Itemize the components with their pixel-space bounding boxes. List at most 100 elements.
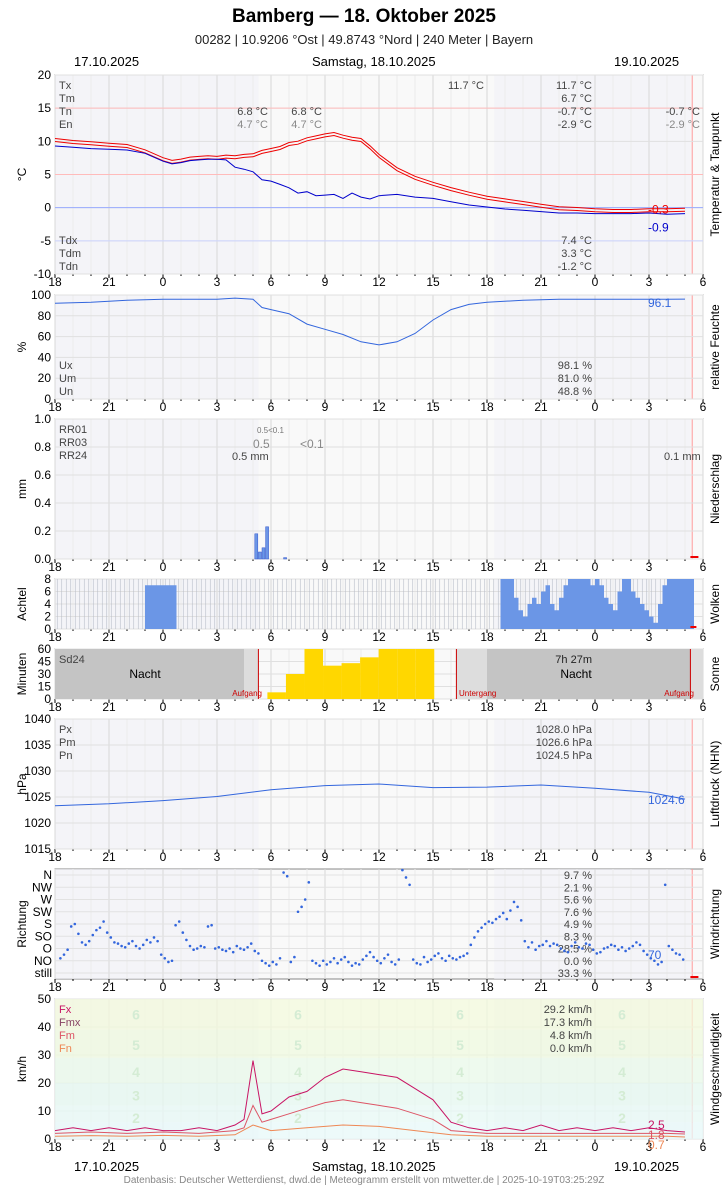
wind-direction-point	[203, 945, 206, 949]
clouds-bar	[523, 616, 528, 629]
temperature-dew-stat-value: 3.3 °C	[561, 248, 592, 260]
wind-speed-beaufort-band	[55, 1083, 703, 1106]
wind-speed-beaufort-band	[55, 1057, 703, 1083]
wind_speed-x-tick-label: 18	[48, 1140, 62, 1154]
date-center-bottom: Samstag, 18.10.2025	[312, 1159, 436, 1174]
pressure-x-tick-label: 6	[700, 850, 707, 864]
clouds-bar	[590, 585, 595, 629]
clouds-bar	[167, 585, 172, 629]
clouds-bar	[689, 579, 694, 629]
wind-direction-point	[231, 950, 235, 954]
humidity-side-label: relative Feuchte	[708, 304, 722, 390]
wind_speed-y-tick-label: 40	[38, 1020, 52, 1034]
wind-speed-beaufort-band	[55, 1122, 703, 1139]
wind-direction-point	[588, 943, 591, 947]
wind-direction-point	[145, 938, 149, 942]
wind-direction-category: S	[44, 917, 52, 931]
temperature-panel	[54, 74, 704, 278]
pressure-x-tick-label: 12	[372, 850, 386, 864]
pressure-stat-value: 1024.5 hPa	[536, 750, 593, 762]
wind-direction-point	[195, 947, 199, 950]
wind-direction-point	[555, 943, 559, 947]
temperature-x-tick-label: 6	[700, 275, 707, 289]
wind-speed-beaufort-label: 6	[456, 1006, 464, 1022]
wind-direction-stat: 2.1 %	[564, 882, 592, 894]
temperature-stat-value: 6.7 °C	[561, 93, 592, 105]
wind-direction-point	[91, 933, 95, 937]
wind-direction-stat: 0.0 %	[564, 956, 592, 968]
wind-direction-point	[397, 958, 401, 961]
wind-direction-point	[105, 931, 109, 934]
wind-direction-point	[368, 950, 372, 954]
wind_speed-y-tick-label: 30	[38, 1048, 52, 1062]
humidity-night-shade	[55, 295, 259, 399]
pressure-y-tick-label: 1020	[24, 816, 51, 830]
wind-direction-point	[462, 954, 465, 958]
clouds-x-tick-label: 21	[534, 630, 548, 644]
wind-direction-point	[617, 948, 620, 952]
temperature-x-tick-label: 15	[426, 275, 440, 289]
temperature-annotation: -2.9 °C	[666, 119, 700, 131]
precipitation-y-tick-label: 1.0	[34, 412, 51, 426]
wind-direction-category: W	[41, 893, 53, 907]
wind-speed-beaufort-label: 6	[294, 1006, 302, 1022]
precipitation-bar	[283, 557, 287, 560]
sunshine-bar	[360, 657, 379, 699]
humidity-x-tick-label: 15	[426, 400, 440, 414]
wind-direction-point	[221, 948, 224, 952]
sunshine-x-tick-label: 21	[102, 700, 116, 714]
wind_direction-x-tick-label: 18	[480, 980, 494, 994]
wind-direction-point	[289, 960, 293, 964]
precipitation-side-label: Niederschlag	[708, 454, 722, 524]
wind-speed-beaufort-label: 4	[294, 1064, 302, 1080]
wind-direction-point	[563, 949, 566, 953]
wind-speed-beaufort-label: 4	[132, 1064, 140, 1080]
sunshine-night-label: Nacht	[129, 667, 161, 681]
wind_speed-x-tick-label: 12	[372, 1140, 386, 1154]
wind-direction-point	[581, 947, 584, 950]
pressure-stat-label: Pn	[59, 750, 72, 762]
wind-direction-point	[293, 955, 296, 959]
wind-direction-point	[174, 923, 177, 927]
sunshine-x-tick-label: 9	[322, 700, 329, 714]
pressure-y-axis-label: hPa	[15, 773, 29, 795]
wind-direction-category: O	[43, 942, 52, 956]
wind-direction-point	[426, 960, 429, 964]
wind_direction-x-tick-label: 6	[268, 980, 275, 994]
wind-direction-point	[451, 957, 455, 960]
humidity-y-axis-label: %	[15, 341, 29, 352]
wind-direction-point	[433, 954, 437, 958]
wind-direction-point	[534, 948, 537, 952]
clouds-y-tick-label: 2	[44, 610, 51, 624]
wind_speed-x-tick-label: 9	[322, 1140, 329, 1154]
precipitation-annotation: 0.5	[253, 437, 270, 451]
wind-direction-point	[332, 957, 336, 960]
wind-direction-point	[300, 905, 303, 909]
wind_speed-series-fmx	[54, 1099, 686, 1135]
wind-speed-beaufort-label: 2	[132, 1110, 140, 1126]
sunshine-x-tick-label: 21	[534, 700, 548, 714]
wind-direction-point	[246, 945, 249, 949]
clouds-y-axis-label: Achtel	[15, 587, 29, 620]
wind-direction-point	[185, 938, 188, 942]
pressure-x-tick-label: 18	[48, 850, 62, 864]
wind_direction-x-tick-label: 6	[700, 980, 707, 994]
precipitation-bar	[258, 551, 262, 560]
wind-direction-point	[483, 922, 487, 926]
sunshine-sunrise-label: Aufgang	[232, 689, 262, 698]
wind-direction-point	[415, 961, 419, 965]
wind-direction-point	[267, 964, 271, 967]
humidity-x-tick-label: 21	[102, 400, 116, 414]
clouds-bar	[667, 579, 672, 629]
wind_speed-x-tick-label: 3	[214, 1140, 221, 1154]
wind-direction-point	[527, 945, 530, 949]
wind-direction-point	[458, 955, 462, 959]
sunshine-x-tick-label: 0	[160, 700, 167, 714]
wind-direction-point	[271, 960, 275, 964]
wind-direction-point	[257, 952, 260, 955]
temperature-y-tick-label: 20	[38, 68, 52, 82]
precipitation-x-tick-label: 21	[102, 560, 116, 574]
date-center: Samstag, 18.10.2025	[312, 54, 436, 69]
wind-speed-end-label: 2.5	[648, 1118, 665, 1132]
wind-direction-category: NO	[34, 954, 52, 968]
